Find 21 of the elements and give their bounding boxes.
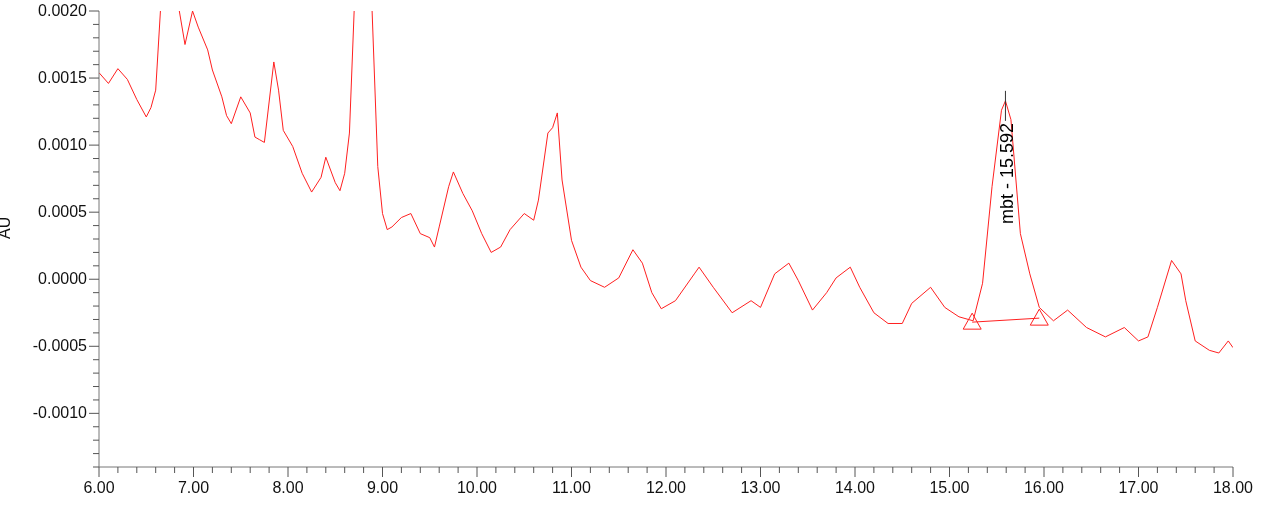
y-tick-label: 0.0020: [38, 2, 88, 19]
x-tick-label: 18.00: [1212, 479, 1254, 496]
x-tick-label: 14.00: [834, 479, 876, 496]
x-tick-label: 16.00: [1023, 479, 1065, 496]
y-tick-label: 0.0000: [38, 270, 88, 288]
y-tick-label: 0.0015: [38, 69, 88, 87]
x-tick-label: 10.00: [456, 479, 498, 496]
x-tick-label: 8.00: [272, 479, 304, 496]
y-tick-label: 0.0010: [38, 136, 88, 154]
y-tick-label: -0.0005: [32, 337, 88, 355]
x-tick-label: 17.00: [1118, 479, 1159, 496]
y-tick-label: -0.0010: [32, 404, 88, 422]
y-tick-label: 0.0005: [38, 203, 88, 221]
x-tick-label: 15.00: [929, 479, 970, 496]
x-tick-label: 6.00: [83, 479, 115, 496]
x-tick-label: 7.00: [177, 479, 210, 496]
x-tick-label: 11.00: [552, 479, 592, 496]
x-tick-label: 12.00: [645, 479, 687, 496]
x-tick-label: 9.00: [366, 479, 399, 496]
annotation: mbt - 15.592: [997, 122, 1018, 224]
x-tick-label: 13.00: [740, 479, 781, 496]
